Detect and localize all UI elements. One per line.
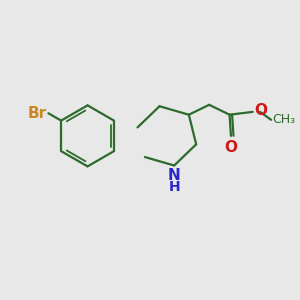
Text: H: H — [168, 180, 180, 194]
Text: O: O — [254, 103, 267, 118]
Text: Br: Br — [28, 106, 47, 121]
Text: O: O — [224, 140, 238, 155]
Text: N: N — [168, 168, 181, 183]
Text: CH₃: CH₃ — [272, 113, 296, 126]
